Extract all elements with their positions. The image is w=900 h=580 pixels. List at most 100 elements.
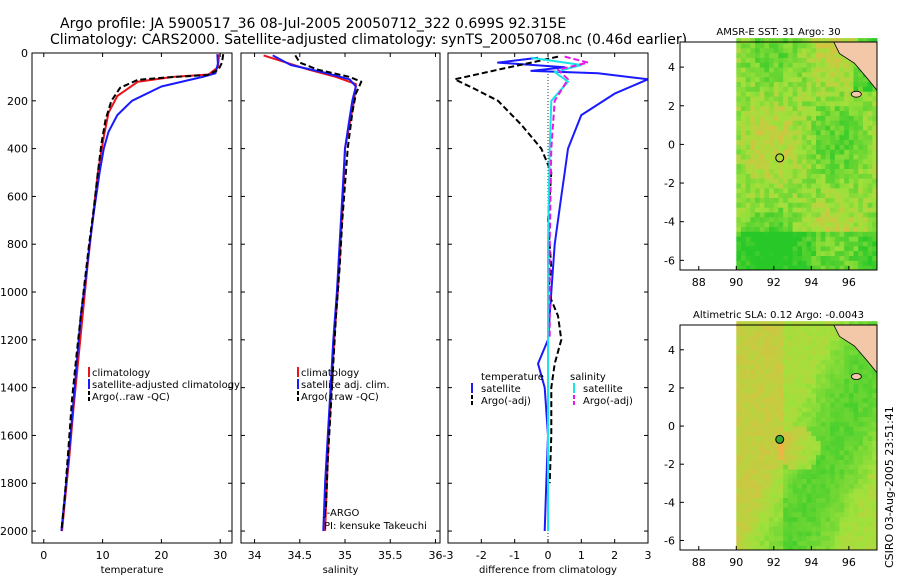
map-cell xyxy=(834,86,840,92)
map-cell xyxy=(745,521,751,527)
map-cell xyxy=(830,373,836,379)
map-cell xyxy=(773,255,779,261)
map-cell xyxy=(867,216,873,223)
map-cell xyxy=(764,197,770,203)
map-cell xyxy=(773,368,779,375)
map-cell xyxy=(839,183,845,189)
map-cell xyxy=(787,445,794,451)
map-cell xyxy=(825,236,831,242)
map-cell xyxy=(862,473,869,479)
map-cell xyxy=(773,202,779,208)
x-tick-label: 96 xyxy=(842,556,856,569)
map-cell xyxy=(802,321,808,327)
map-cell xyxy=(787,221,794,227)
map-cell xyxy=(834,359,840,365)
map-cell xyxy=(797,100,803,107)
float-marker xyxy=(775,434,785,444)
map-cell xyxy=(816,464,822,470)
map-cell xyxy=(816,212,822,218)
map-cell xyxy=(741,158,747,165)
map-cell xyxy=(741,125,747,131)
map-cell xyxy=(802,91,808,97)
map-frame xyxy=(679,324,878,551)
map-cell xyxy=(867,105,873,112)
y-tick-label: 1600 xyxy=(0,429,28,442)
map-cell xyxy=(825,197,831,203)
map-cell xyxy=(797,134,803,140)
series-line-black xyxy=(453,55,563,484)
map-cell xyxy=(773,197,779,203)
map-cell xyxy=(745,57,751,63)
map-cell xyxy=(839,216,845,223)
map-cell xyxy=(834,197,840,203)
map-cell xyxy=(778,115,784,121)
map-cell xyxy=(848,440,855,446)
map-cell xyxy=(858,535,864,541)
map-cell xyxy=(778,497,784,503)
map-cell xyxy=(787,71,794,78)
map-cell xyxy=(806,516,812,522)
map-cell xyxy=(816,110,822,116)
map-cell xyxy=(811,540,817,546)
map-cell xyxy=(778,216,784,223)
map-cell xyxy=(755,540,761,546)
map-cell xyxy=(773,139,779,145)
map-cell xyxy=(787,349,794,356)
map-cell xyxy=(787,473,794,479)
map-cell xyxy=(755,67,761,73)
map-cell xyxy=(839,530,845,537)
map-cell xyxy=(825,260,831,266)
map-cell xyxy=(802,392,808,398)
map-cell xyxy=(858,449,864,456)
map-cell xyxy=(844,187,850,194)
map-cell xyxy=(736,231,742,237)
map-cell xyxy=(750,387,756,394)
map-cell xyxy=(858,545,864,551)
map-cell xyxy=(736,139,742,145)
map-cell xyxy=(773,120,779,126)
map-cell xyxy=(872,445,878,451)
map-cell xyxy=(764,521,770,527)
map-cell xyxy=(802,340,808,346)
map-cell xyxy=(820,507,826,513)
map-cell xyxy=(792,110,798,116)
map-cell xyxy=(858,540,864,546)
map-cell xyxy=(802,212,808,218)
map-cell xyxy=(816,91,822,97)
map-cell xyxy=(858,96,864,102)
map-cell xyxy=(820,76,826,83)
map-cell xyxy=(759,321,765,327)
map-cell xyxy=(825,81,831,87)
map-cell xyxy=(825,129,831,136)
map-cell xyxy=(806,430,812,437)
map-cell xyxy=(764,115,770,121)
map-cell xyxy=(839,250,845,256)
map-cell xyxy=(773,492,779,499)
map-cell xyxy=(783,526,789,532)
map-cell xyxy=(802,345,808,351)
map-cell xyxy=(806,435,812,441)
map-cell xyxy=(750,62,756,68)
map-cell xyxy=(741,392,747,398)
map-cell xyxy=(778,354,784,360)
map-cell xyxy=(745,454,751,460)
map-cell xyxy=(872,207,878,213)
map-cell xyxy=(867,183,873,189)
map-cell xyxy=(764,407,770,413)
map-cell xyxy=(797,260,803,266)
map-cell xyxy=(853,38,859,44)
map-cell xyxy=(806,76,812,83)
map-cell xyxy=(872,187,878,194)
map-cell xyxy=(844,440,850,446)
map-cell xyxy=(811,492,817,499)
map-cell xyxy=(867,321,873,327)
map-cell xyxy=(862,411,869,418)
map-cell xyxy=(834,105,840,112)
map-cell xyxy=(872,478,878,484)
map-cell xyxy=(816,440,822,446)
timestamp-side-label: CSIRO 03-Aug-2005 23:51:41 xyxy=(883,406,896,568)
map-cell xyxy=(853,183,859,189)
map-cell xyxy=(759,260,765,266)
map-cell xyxy=(834,330,840,336)
map-cell xyxy=(867,38,873,44)
